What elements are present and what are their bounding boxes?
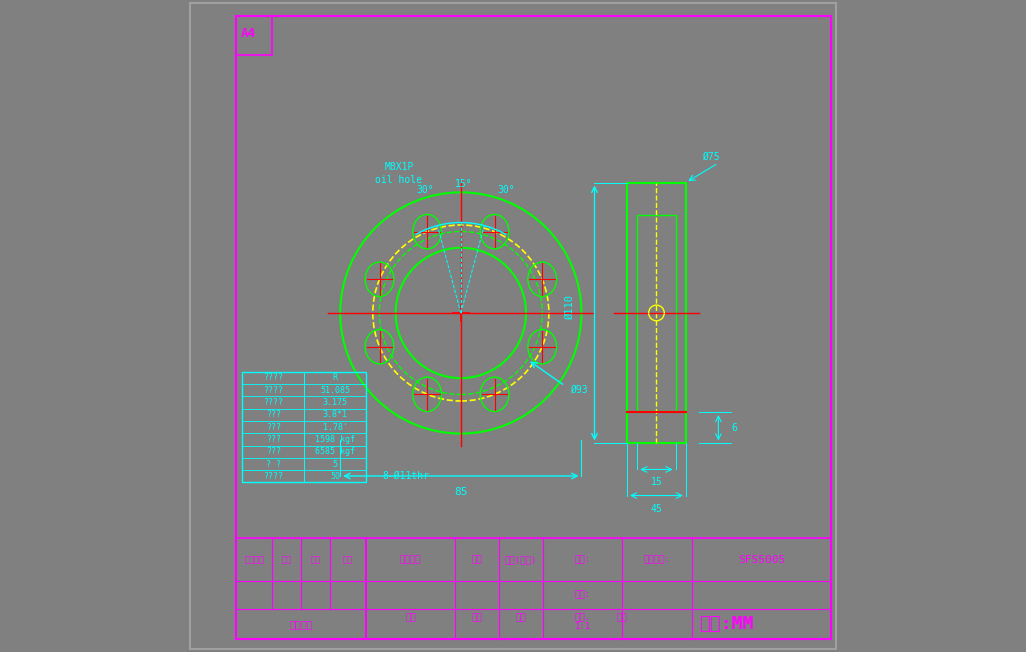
Text: 1.78': 1.78' [323, 422, 348, 432]
Bar [242, 372, 366, 482]
Text: R: R [332, 374, 338, 382]
Text: ???: ??? [266, 410, 281, 419]
Text: 更改标记: 更改标记 [244, 555, 264, 564]
Text: 比例: 比例 [617, 614, 627, 622]
Text: 材料:: 材料: [575, 591, 591, 599]
Text: ????: ???? [264, 374, 283, 382]
Text: 15°: 15° [456, 179, 473, 188]
Text: 6585 kgf: 6585 kgf [315, 447, 355, 456]
Text: 45: 45 [650, 503, 663, 514]
Text: 3.175: 3.175 [323, 398, 348, 407]
Text: ? ?: ? ? [266, 460, 281, 469]
Text: 参考图号:: 参考图号: [643, 555, 670, 564]
Text: 30°: 30° [417, 185, 434, 195]
Text: 数量(单台): 数量(单台) [505, 555, 537, 564]
Text: 日期: 日期 [471, 555, 482, 564]
Text: 客户名称: 客户名称 [400, 555, 422, 564]
Text: ????: ???? [264, 398, 283, 407]
Text: ????: ???? [264, 385, 283, 394]
Text: 处数: 处数 [282, 555, 291, 564]
Text: M8X1P: M8X1P [384, 162, 413, 171]
Bar [366, 538, 831, 639]
Text: SFS5005: SFS5005 [738, 555, 785, 565]
Text: 1:1: 1:1 [575, 622, 591, 631]
Text: 8-Ø11thr: 8-Ø11thr [383, 471, 430, 481]
Text: 日期: 日期 [311, 555, 320, 564]
Text: 6: 6 [732, 422, 738, 433]
Text: 51.085: 51.085 [320, 385, 350, 394]
Text: 1598 kgf: 1598 kgf [315, 435, 355, 444]
Text: 单位:MM: 单位:MM [700, 615, 754, 633]
Text: 3.8*1: 3.8*1 [323, 410, 348, 419]
Text: 签名: 签名 [343, 555, 353, 564]
Text: Ø110: Ø110 [564, 294, 575, 319]
Text: 客户确认: 客户确认 [289, 619, 313, 629]
Text: Ø93: Ø93 [570, 385, 588, 394]
Text: ???: ??? [266, 422, 281, 432]
Text: A4: A4 [240, 27, 255, 40]
Text: 绘图: 绘图 [405, 614, 416, 622]
Text: 视角.: 视角. [575, 614, 591, 622]
Text: 15: 15 [650, 477, 663, 488]
Text: oil hole: oil hole [376, 175, 423, 185]
Text: 设计: 设计 [471, 614, 482, 622]
Text: 5: 5 [332, 460, 338, 469]
Bar [236, 538, 366, 639]
Text: ???: ??? [266, 447, 281, 456]
Text: 30°: 30° [498, 185, 515, 195]
Text: 85: 85 [455, 487, 468, 497]
Text: 型号:: 型号: [575, 555, 591, 564]
Text: Ø75: Ø75 [702, 151, 719, 162]
Text: 审核: 审核 [515, 614, 526, 622]
Text: ????: ???? [264, 472, 283, 481]
Text: 50: 50 [330, 472, 341, 481]
Text: ???: ??? [266, 435, 281, 444]
